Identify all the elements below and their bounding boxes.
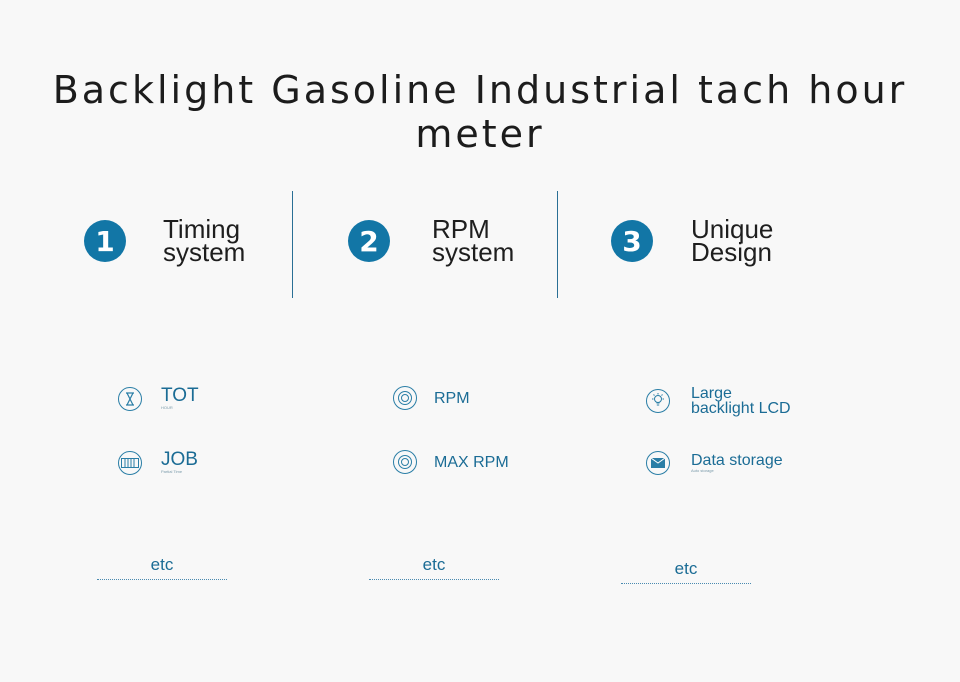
item-sublabel: HOUR [161,405,173,410]
feature-line: Unique [691,214,774,244]
item-label: TOT [161,385,199,406]
item-label: MAX RPM [434,453,509,471]
item-label: Data storage [691,451,783,469]
divider [292,191,293,298]
feature-design: 3 Unique Design [611,214,774,267]
item-sublabel: Auto storage [691,467,714,473]
item-label: Large [691,385,732,402]
hourglass-icon [118,386,142,411]
feature-number-2: 2 [348,220,390,262]
etc-text: etc [150,555,174,574]
dotted-divider [369,579,499,580]
item-storage: Data storage Auto storage [646,451,783,475]
item-label: JOB [161,449,198,470]
page-title: Backlight Gasoline Industrial tach hour … [52,68,908,156]
etc-label: etc [369,555,499,580]
divider [557,191,558,298]
feature-line: RPM [432,214,490,244]
feature-timing: 1 Timing system [84,214,246,267]
feature-line: Design [691,237,772,267]
item-lcd: Large backlight LCD [646,385,791,417]
lightbulb-icon [646,389,670,413]
etc-label: etc [97,555,227,580]
feature-line: system [163,237,246,267]
etc-label: etc [621,559,751,584]
feature-label-timing: Timing system [163,214,246,267]
item-tot: TOT HOUR [118,386,199,411]
item-sublabel: Partial Time [161,469,183,474]
item-rpm: RPM [393,386,470,410]
gauge-icon [393,386,417,410]
counter-icon [118,450,142,475]
feature-line: system [432,237,515,267]
etc-text: etc [422,555,446,574]
dotted-divider [97,579,227,580]
item-max-rpm: MAX RPM [393,450,509,474]
item-label: backlight LCD [691,400,791,417]
feature-label-rpm: RPM system [432,214,515,267]
gauge-icon [393,450,417,474]
item-label: RPM [434,389,470,407]
dotted-divider [621,583,751,584]
item-job: JOB Partial Time [118,450,198,475]
feature-number-1: 1 [84,220,126,262]
feature-line: Timing [163,214,241,244]
feature-rpm: 2 RPM system [348,214,515,267]
feature-label-design: Unique Design [691,214,774,267]
envelope-icon [646,451,670,475]
feature-number-3: 3 [611,220,653,262]
etc-text: etc [674,559,698,578]
